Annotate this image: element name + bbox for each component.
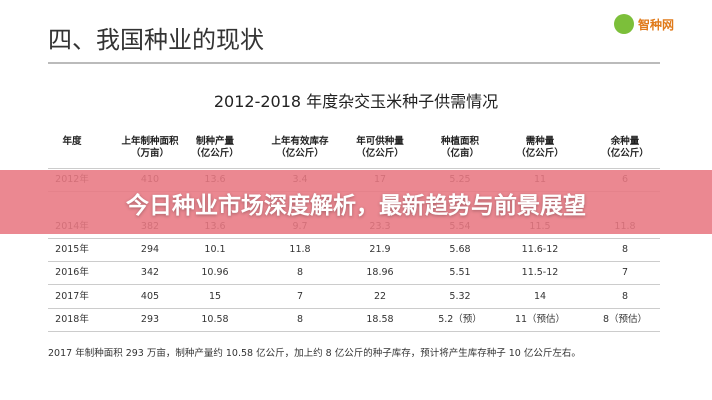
header-rule bbox=[48, 168, 660, 169]
table-title: 2012-2018 年度杂交玉米种子供需情况 bbox=[213, 92, 499, 111]
table-cell: 8 bbox=[621, 291, 629, 302]
column-header: 年度 bbox=[62, 136, 82, 147]
title-rule bbox=[48, 62, 660, 64]
column-header: 年可供种量 （亿公斤） bbox=[356, 136, 404, 159]
row-rule bbox=[48, 284, 660, 285]
table-cell: 18.96 bbox=[366, 267, 394, 278]
row-rule bbox=[48, 261, 660, 262]
row-rule bbox=[48, 238, 660, 239]
table-cell: 8 bbox=[621, 244, 629, 255]
table-cell: 293 bbox=[140, 314, 160, 325]
banner bbox=[0, 170, 712, 234]
column-header: 需种量 （亿公斤） bbox=[516, 136, 564, 159]
logo-text: 智种网 bbox=[638, 18, 675, 32]
table-cell: 7 bbox=[296, 291, 304, 302]
table-cell: 11（预估） bbox=[514, 314, 566, 325]
table-cell: 10.96 bbox=[201, 267, 229, 278]
table-cell: 15 bbox=[208, 291, 222, 302]
footnote: 2017 年制种面积 293 万亩，制种产量约 10.58 亿公斤，加上约 8 … bbox=[48, 348, 581, 359]
table-cell: 342 bbox=[140, 267, 160, 278]
table-cell: 5.51 bbox=[449, 267, 471, 278]
table-cell: 5.32 bbox=[449, 291, 471, 302]
table-cell: 8（预估） bbox=[602, 314, 648, 325]
table-cell: 2018年 bbox=[55, 314, 89, 325]
table-cell: 11.5-12 bbox=[521, 267, 559, 278]
table-cell: 2016年 bbox=[55, 267, 89, 278]
table-cell: 2017年 bbox=[55, 291, 89, 302]
table-cell: 22 bbox=[373, 291, 387, 302]
column-header: 余种量 （亿公斤） bbox=[601, 136, 649, 159]
banner-text: 今日种业市场深度解析，最新趋势与前景展望 bbox=[126, 193, 586, 219]
table-cell: 2015年 bbox=[55, 244, 89, 255]
table-cell: 5.68 bbox=[449, 244, 471, 255]
table-cell: 5.2（预） bbox=[438, 314, 482, 325]
column-header: 上年制种面积 （万亩） bbox=[121, 136, 179, 159]
column-header: 上年有效库存 （亿公斤） bbox=[271, 136, 329, 159]
logo-icon bbox=[614, 14, 634, 34]
row-rule bbox=[48, 308, 660, 309]
table-cell: 294 bbox=[140, 244, 160, 255]
row-rule bbox=[48, 331, 660, 332]
table-cell: 10.58 bbox=[201, 314, 229, 325]
table-cell: 18.58 bbox=[366, 314, 394, 325]
table-cell: 21.9 bbox=[369, 244, 391, 255]
table-cell: 7 bbox=[621, 267, 629, 278]
table-cell: 11.6-12 bbox=[521, 244, 559, 255]
column-header: 种植面积 （亿亩） bbox=[440, 136, 479, 159]
table-cell: 8 bbox=[296, 314, 304, 325]
table-cell: 10.1 bbox=[204, 244, 226, 255]
table-cell: 11.8 bbox=[289, 244, 311, 255]
table-cell: 14 bbox=[533, 291, 547, 302]
table-cell: 405 bbox=[140, 291, 160, 302]
column-header: 制种产量 （亿公斤） bbox=[191, 136, 239, 159]
table-cell: 8 bbox=[296, 267, 304, 278]
slide-title: 四、我国种业的现状 bbox=[48, 26, 264, 54]
